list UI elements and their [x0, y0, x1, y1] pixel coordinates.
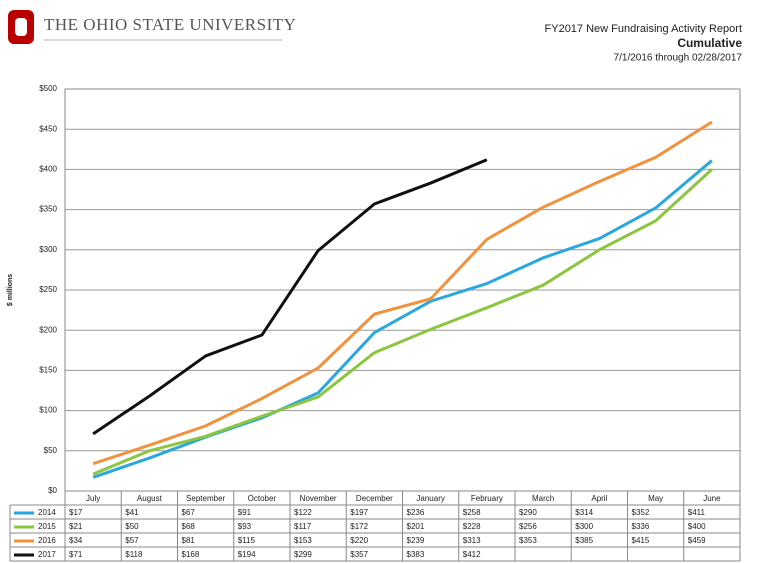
table-cell: $117 — [294, 522, 312, 531]
y-tick-label: $450 — [39, 124, 57, 133]
y-tick-label: $150 — [39, 366, 57, 375]
legend-label: 2017 — [38, 550, 56, 559]
table-cell: $236 — [407, 508, 425, 517]
x-tick-label: April — [591, 494, 607, 503]
table-cell: $415 — [632, 536, 650, 545]
table-cell: $21 — [69, 522, 83, 531]
legend-label: 2016 — [38, 536, 56, 545]
legend-label: 2014 — [38, 508, 56, 517]
y-tick-label: $400 — [39, 165, 57, 174]
table-cell: $81 — [182, 536, 196, 545]
table-cell: $34 — [69, 536, 83, 545]
y-tick-label: $100 — [39, 406, 57, 415]
y-tick-label: $200 — [39, 325, 57, 334]
x-tick-label: November — [300, 494, 337, 503]
table-cell: $168 — [182, 550, 200, 559]
table-cell: $258 — [463, 508, 481, 517]
legend-label: 2015 — [38, 522, 56, 531]
chart-title: FY2017 New Fundraising Activity Report — [545, 23, 742, 35]
table-cell: $57 — [125, 536, 139, 545]
table-cell: $299 — [294, 550, 312, 559]
table-cell: $172 — [350, 522, 368, 531]
x-tick-label: December — [356, 494, 393, 503]
table-cell: $383 — [407, 550, 425, 559]
y-tick-label: $300 — [39, 245, 57, 254]
x-tick-label: October — [248, 494, 277, 503]
table-cell: $357 — [350, 550, 368, 559]
table-cell: $122 — [294, 508, 312, 517]
table-cell: $352 — [632, 508, 650, 517]
table-cell: $459 — [688, 536, 706, 545]
table-cell: $313 — [463, 536, 481, 545]
x-tick-label: March — [532, 494, 554, 503]
y-tick-label: $250 — [39, 285, 57, 294]
x-tick-label: June — [703, 494, 721, 503]
table-cell: $201 — [407, 522, 425, 531]
table-cell: $71 — [69, 550, 83, 559]
table-cell: $400 — [688, 522, 706, 531]
table-cell: $228 — [463, 522, 481, 531]
table-cell: $256 — [519, 522, 537, 531]
date-range: 7/1/2016 through 02/28/2017 — [614, 53, 743, 64]
table-cell: $290 — [519, 508, 537, 517]
table-cell: $118 — [125, 550, 143, 559]
table-cell: $50 — [125, 522, 139, 531]
table-cell: $353 — [519, 536, 537, 545]
table-cell: $68 — [182, 522, 196, 531]
y-tick-label: $50 — [44, 446, 58, 455]
logo-hole — [15, 18, 27, 36]
table-cell: $239 — [407, 536, 425, 545]
y-axis-label: $ millions — [7, 274, 14, 306]
x-tick-label: February — [471, 494, 503, 503]
chart-subtitle: Cumulative — [677, 36, 742, 50]
table-cell: $153 — [294, 536, 312, 545]
series-line — [92, 120, 713, 466]
table-cell: $17 — [69, 508, 83, 517]
y-tick-label: $0 — [48, 486, 57, 495]
table-cell: $385 — [575, 536, 593, 545]
table-cell: $411 — [688, 508, 706, 517]
series-line — [92, 158, 488, 436]
table-cell: $314 — [575, 508, 593, 517]
table-cell: $197 — [350, 508, 368, 517]
x-tick-label: July — [86, 494, 100, 503]
y-tick-label: $350 — [39, 205, 57, 214]
table-cell: $412 — [463, 550, 481, 559]
header-title: THE OHIO STATE UNIVERSITY — [44, 15, 296, 34]
table-cell: $93 — [238, 522, 252, 531]
x-tick-label: September — [186, 494, 225, 503]
table-cell: $67 — [182, 508, 196, 517]
series-line — [92, 168, 713, 476]
y-tick-label: $500 — [39, 84, 57, 93]
table-cell: $115 — [238, 536, 256, 545]
logo — [8, 10, 34, 44]
table-cell: $194 — [238, 550, 256, 559]
x-tick-label: August — [137, 494, 163, 503]
x-tick-label: May — [648, 494, 663, 503]
series-line — [92, 159, 713, 479]
table-cell: $300 — [575, 522, 593, 531]
table-cell: $41 — [125, 508, 139, 517]
table-cell: $336 — [632, 522, 650, 531]
x-tick-label: January — [416, 494, 444, 503]
table-cell: $91 — [238, 508, 252, 517]
table-cell: $220 — [350, 536, 368, 545]
